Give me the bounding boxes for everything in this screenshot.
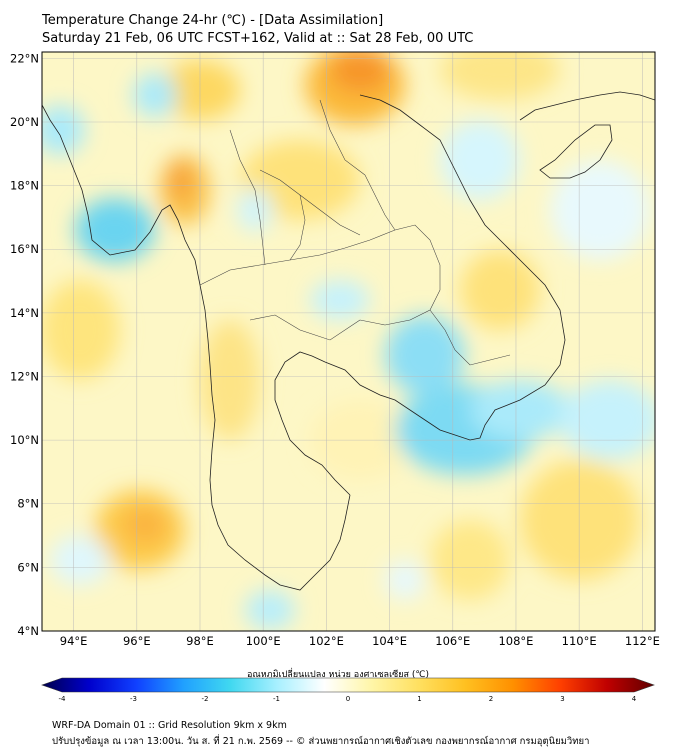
lat-label: 4°N [17, 624, 39, 638]
lon-label: 98°E [186, 634, 214, 648]
colorbar-tick-label: -2 [202, 695, 209, 703]
colorbar-tick-label: 2 [489, 695, 493, 703]
lon-label: 94°E [60, 634, 88, 648]
colorbar-tick-label: -3 [130, 695, 137, 703]
lon-label: 100°E [246, 634, 281, 648]
colorbar-tick-label: -4 [59, 695, 67, 703]
latitude-labels: 22°N 20°N 18°N 16°N 14°N 12°N 10°N 8°N 6°N 4°N [10, 51, 39, 638]
colorbar-ticks: -4 -3 -2 -1 0 1 2 3 4 [59, 695, 637, 703]
lon-label: 102°E [309, 634, 344, 648]
lon-label: 108°E [498, 634, 533, 648]
colorbar-tick-label: 1 [417, 695, 421, 703]
lon-label: 104°E [372, 634, 407, 648]
lon-label: 112°E [625, 634, 660, 648]
colorbar-tick-label: 0 [346, 695, 350, 703]
lat-label: 18°N [10, 179, 39, 193]
colorbar-tick-label: 3 [560, 695, 564, 703]
map-title: Temperature Change 24-hr (℃) - [Data Ass… [42, 13, 384, 28]
map-subtitle: Saturday 21 Feb, 06 UTC FCST+162, Valid … [42, 31, 474, 46]
lat-label: 6°N [17, 560, 39, 574]
footer-domain-info: WRF-DA Domain 01 :: Grid Resolution 9km … [52, 720, 287, 731]
admin-borders [199, 99, 511, 366]
lat-label: 22°N [10, 51, 39, 65]
lat-label: 20°N [10, 115, 39, 129]
colorbar-tick-label: -1 [273, 695, 280, 703]
temperature-map[interactable]: 22°N 20°N 18°N 16°N 14°N 12°N 10°N 8°N 6°N 4°N 94… [0, 0, 676, 660]
colorbar: -4 -3 -2 -1 0 1 2 3 4 [41, 677, 655, 703]
footer-update-info: ปรับปรุงข้อมูล ณ เวลา 13:00น. วัน ส. ที่… [52, 736, 590, 747]
temperature-field [42, 52, 655, 630]
colorbar-scale [41, 677, 655, 693]
lon-label: 110°E [562, 634, 597, 648]
lat-label: 12°N [10, 369, 39, 383]
gridlines [42, 52, 655, 631]
coastlines [42, 91, 655, 591]
lat-label: 14°N [10, 306, 39, 320]
colorbar-tick-label: 4 [632, 695, 637, 703]
colorbar-title: อุณหภูมิเปลี่ยนแปลง หน่วย องศาเซลเซียส (… [246, 670, 430, 680]
lat-label: 8°N [17, 497, 39, 511]
lat-label: 10°N [10, 433, 39, 447]
map-frame [41, 51, 656, 632]
longitude-labels: 94°E 96°E 98°E 100°E 102°E 104°E 106°E 108°E 110… [60, 634, 660, 648]
lon-label: 106°E [435, 634, 470, 648]
lon-label: 96°E [123, 634, 151, 648]
lat-label: 16°N [10, 242, 39, 256]
